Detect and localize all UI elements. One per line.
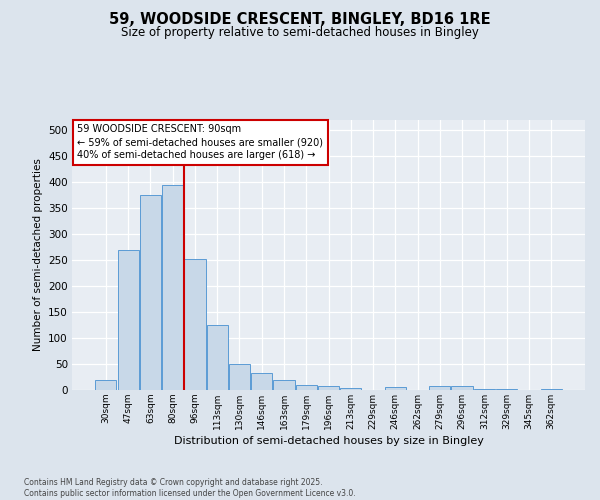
Bar	[140, 196, 161, 390]
Bar	[274, 380, 295, 390]
Text: Size of property relative to semi-detached houses in Bingley: Size of property relative to semi-detach…	[121, 26, 479, 39]
Text: 59, WOODSIDE CRESCENT, BINGLEY, BD16 1RE: 59, WOODSIDE CRESCENT, BINGLEY, BD16 1RE	[109, 12, 491, 28]
Text: Contains HM Land Registry data © Crown copyright and database right 2025.
Contai: Contains HM Land Registry data © Crown c…	[24, 478, 356, 498]
Bar	[229, 364, 250, 390]
Bar	[340, 388, 361, 390]
Bar	[451, 386, 473, 390]
Bar	[206, 325, 228, 390]
Bar	[496, 389, 517, 390]
Y-axis label: Number of semi-detached properties: Number of semi-detached properties	[32, 158, 43, 352]
Text: 59 WOODSIDE CRESCENT: 90sqm
← 59% of semi-detached houses are smaller (920)
40% : 59 WOODSIDE CRESCENT: 90sqm ← 59% of sem…	[77, 124, 323, 160]
Bar	[385, 388, 406, 390]
Bar	[429, 386, 451, 390]
Bar	[296, 386, 317, 390]
X-axis label: Distribution of semi-detached houses by size in Bingley: Distribution of semi-detached houses by …	[173, 436, 484, 446]
Bar	[251, 373, 272, 390]
Bar	[95, 380, 116, 390]
Bar	[541, 389, 562, 390]
Bar	[474, 389, 495, 390]
Bar	[184, 258, 206, 390]
Bar	[118, 250, 139, 390]
Bar	[162, 185, 183, 390]
Bar	[318, 386, 339, 390]
